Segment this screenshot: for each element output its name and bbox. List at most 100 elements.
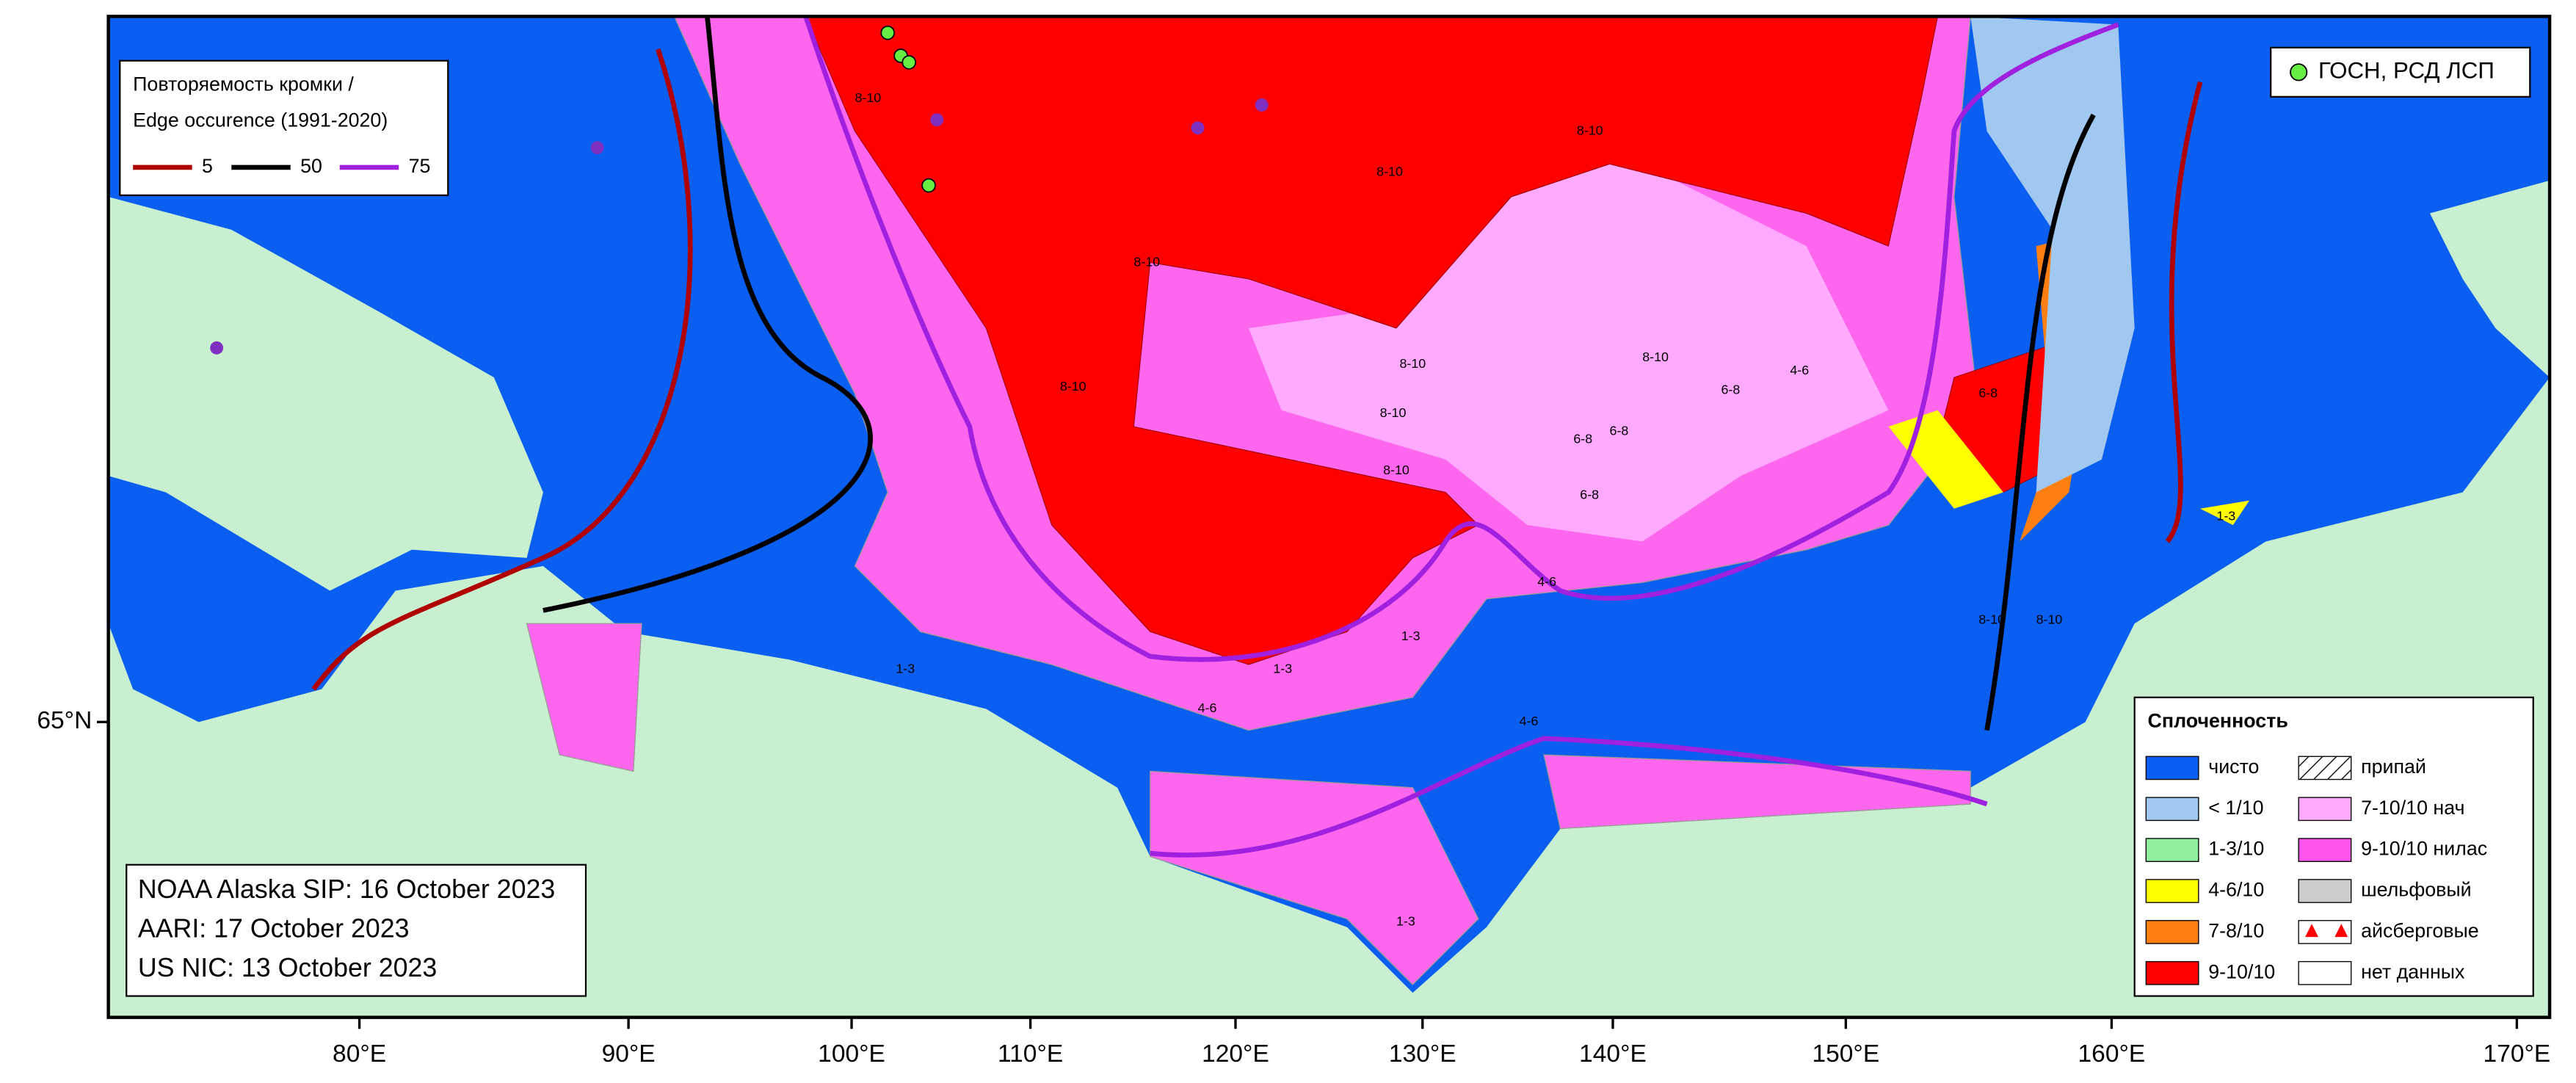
map-label: 4-6 [1198,700,1217,715]
legend-label: 75 [409,155,431,177]
legend-label: 7-10/10 нач [2361,797,2464,819]
map-label: 8-10 [2036,612,2063,626]
map-label: 6-8 [1721,383,1741,397]
lon-label: 160°E [2078,1040,2146,1068]
legend-label: 1-3/10 [2208,838,2264,860]
legend-title: Edge occurence (1991-2020) [133,109,388,131]
source-line: NOAA Alaska SIP: 16 October 2023 [138,874,555,904]
legend-swatch [2145,756,2199,780]
site [1191,121,1205,135]
edge-items: 5 50 75 [133,155,430,177]
station-markers [210,25,1269,355]
map-label: 1-3 [2216,509,2235,524]
lon-labels: 80°E 90°E 100°E 110°E 120°E 130°E 140°E 150°E 16… [333,1017,2551,1068]
legend-label: 7-8/10 [2208,919,2264,941]
edge-legend: Повторяемость кромки / Edge occurence (1… [119,59,449,197]
lat-label: 65°N [37,707,92,734]
legend-swatch [2145,920,2199,944]
map-label: 6-8 [1573,432,1592,446]
land-taymyr [108,197,543,591]
map-label: 8-10 [1383,463,1409,477]
legend-label: айсберговые [2361,919,2479,941]
source-line: AARI: 17 October 2023 [138,914,410,943]
source-lines: NOAA Alaska SIP: 16 October 2023 AARI: 17… [138,874,555,982]
map-label: 1-3 [1396,914,1415,929]
edge-line-50 [543,16,2096,731]
site [210,341,224,355]
pale-ice [1248,148,1889,542]
sources-frame [126,863,587,997]
legend-title: Повторяемость кромки / [133,73,354,95]
lon-label: 130°E [1389,1040,1456,1068]
legend-icon [2305,924,2348,938]
legend-label: < 1/10 [2208,797,2263,819]
lon-label: 150°E [1813,1040,1880,1068]
conc-items: чисто < 1/10 1-3/10 4-6/10 7-8/10 9-10/10 прип… [2145,756,2487,985]
legend-label: 5 [202,155,213,177]
legend-box [119,59,449,197]
legend-title: Сплоченность [2148,709,2288,731]
map-label: 8-10 [855,90,882,105]
map-label: 8-10 [1133,254,1160,269]
lon-label: 120°E [1202,1040,1269,1068]
legend-swatch [2298,879,2352,903]
legend-swatch [2298,756,2352,780]
stations-legend: ГОСН, РСД ЛСП [2270,46,2531,98]
source-line: US NIC: 13 October 2023 [138,953,437,982]
lon-label: 80°E [333,1040,386,1068]
map-label: 6-8 [1978,385,1998,400]
map-label: 4-6 [1520,714,1539,728]
map-area: 8-10 8-10 8-10 8-10 8-10 8-10 8-10 8-10 … [108,16,2550,1018]
lon-label: 170°E [2484,1040,2551,1068]
legend-label: припай [2361,756,2426,778]
lon-label: 100°E [818,1040,885,1068]
legend-swatch [2298,838,2352,862]
legend-box [2270,46,2531,98]
legend-swatch [2298,797,2352,822]
legend-swatch [2290,63,2308,82]
map-label: 6-8 [1610,423,1629,438]
map-label: 8-10 [1978,612,2005,626]
map-label: 8-10 [1376,164,1403,178]
sources-box: NOAA Alaska SIP: 16 October 2023 AARI: 17… [126,863,587,997]
site [590,141,604,155]
map-label: 1-3 [896,662,915,676]
site [1255,98,1269,112]
very-open-ice [1970,16,2135,493]
legend-label: чисто [2208,756,2259,778]
map-label: 8-10 [1399,356,1426,371]
map-label: 1-3 [1401,629,1421,643]
map-label: 8-10 [1380,405,1407,420]
legend-label: 9-10/10 [2208,960,2275,982]
map-label: 8-10 [1577,123,1603,138]
legend-label: нет данных [2361,960,2465,982]
station [901,55,917,70]
legend-swatch [2145,797,2199,822]
concentration-legend: Сплоченность чисто < 1/10 1-3/10 4-6/10 7-8/… [2133,696,2534,997]
legend-swatch [2145,879,2199,903]
lon-label: 110°E [998,1040,1063,1068]
lon-label: 90°E [602,1040,656,1068]
station [880,25,896,40]
edge-line-75 [803,16,2119,858]
map-label: 1-3 [1273,662,1292,676]
map-frame [106,15,2552,1019]
sparse-ice [1888,410,2250,526]
legend-swatch [2145,838,2199,862]
map-label: 6-8 [1580,488,1599,502]
legend-label: ГОСН, РСД ЛСП [2318,58,2495,84]
map-label: 8-10 [1642,349,1669,364]
edge-line-5 [311,48,2203,691]
map-labels: 8-10 8-10 8-10 8-10 8-10 8-10 8-10 8-10 … [855,90,2236,929]
legend-label: шельфовый [2361,879,2472,901]
legend-label: 50 [300,155,322,177]
map-label: 4-6 [1537,574,1556,589]
legend-label: 4-6/10 [2208,879,2264,901]
legend-swatch [2145,960,2199,985]
map-label: 4-6 [1790,363,1809,377]
legend-label: 9-10/10 нилас [2361,838,2487,860]
station [921,178,936,193]
legend-swatch [2298,960,2352,985]
